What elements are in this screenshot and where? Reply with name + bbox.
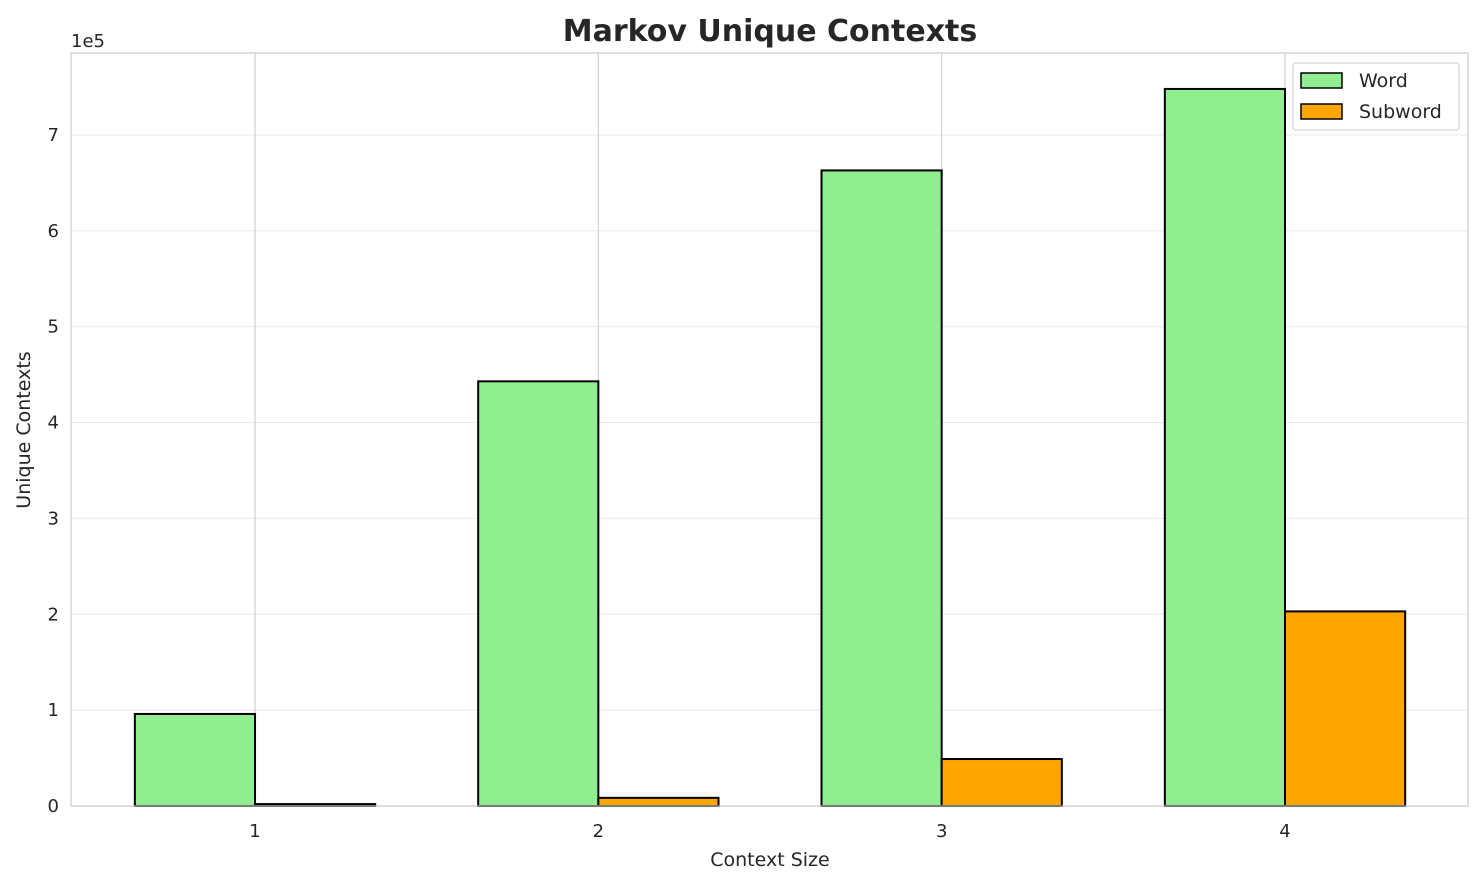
x-tick-label: 1 xyxy=(249,821,260,842)
y-tick-label: 7 xyxy=(48,125,59,146)
y-axis-label: Unique Contexts xyxy=(13,351,35,508)
bar-word-1 xyxy=(133,712,257,807)
bar-word-2 xyxy=(477,380,600,807)
ticks: 0 1 2 3 4 5 6 7 1 2 3 4 xyxy=(48,125,1291,842)
plot-frame xyxy=(70,52,1469,807)
x-axis-label: Context Size xyxy=(710,849,829,871)
legend: Word Subword xyxy=(1292,62,1460,131)
y-tick-label: 1 xyxy=(48,700,59,721)
bar-subword-4 xyxy=(1284,610,1407,807)
y-tick-label: 6 xyxy=(48,221,59,242)
x-tick-label: 4 xyxy=(1279,821,1290,842)
bar-subword-3 xyxy=(940,758,1063,807)
y-tick-label: 0 xyxy=(48,796,59,817)
bars xyxy=(133,87,1407,808)
bar-word-4 xyxy=(1163,87,1287,808)
legend-swatch-subword xyxy=(1300,103,1343,120)
y-tick-label: 3 xyxy=(48,508,59,529)
legend-label-word: Word xyxy=(1359,70,1408,92)
y-tick-label: 5 xyxy=(48,317,59,338)
legend-label-subword: Subword xyxy=(1359,101,1442,123)
bar-subword-2 xyxy=(597,796,720,807)
x-tick-label: 3 xyxy=(936,821,947,842)
chart-title: Markov Unique Contexts xyxy=(563,14,978,49)
y-offset-label: 1e5 xyxy=(71,31,105,52)
y-tick-label: 4 xyxy=(48,413,59,434)
x-tick-label: 2 xyxy=(593,821,604,842)
y-tick-label: 2 xyxy=(48,604,59,625)
legend-swatch-word xyxy=(1300,72,1343,89)
bar-word-3 xyxy=(820,169,943,807)
